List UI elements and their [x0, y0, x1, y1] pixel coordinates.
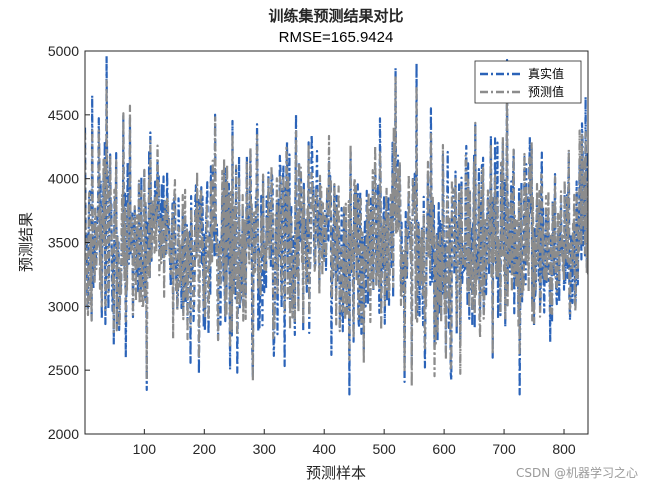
y-tick-label: 5000 [48, 43, 79, 59]
chart-subtitle: RMSE=165.9424 [279, 29, 394, 46]
x-tick-label: 800 [552, 441, 576, 457]
plot-area: 100 200 300 400 500 600 700 800 2000 2500 3000 350… [48, 43, 589, 457]
y-tick-label: 3500 [48, 235, 79, 251]
chart-title: 训练集预测结果对比 [268, 7, 403, 25]
series-layer [85, 55, 588, 396]
x-tick-label: 700 [492, 441, 516, 457]
x-tick-label: 500 [372, 441, 396, 457]
plot-frame-border [84, 50, 589, 435]
legend: 真实值 预测值 [474, 60, 582, 104]
y-tick-label: 4000 [48, 171, 79, 187]
y-tick-label: 4500 [48, 107, 79, 123]
x-tick-label: 100 [133, 441, 157, 457]
x-tick-label: 200 [193, 441, 217, 457]
legend-label-true: 真实值 [528, 66, 564, 81]
x-axis-ticks: 100 200 300 400 500 600 700 800 [133, 429, 576, 457]
series-line-predicted-values [85, 70, 588, 388]
x-tick-label: 300 [253, 441, 277, 457]
x-axis-label: 预测样本 [306, 464, 366, 482]
legend-label-pred: 预测值 [528, 84, 564, 99]
x-tick-label: 600 [432, 441, 456, 457]
x-tick-label: 400 [313, 441, 337, 457]
legend-box [474, 60, 582, 104]
y-tick-label: 2000 [48, 426, 79, 442]
y-tick-label: 2500 [48, 362, 79, 378]
y-tick-label: 3000 [48, 298, 79, 314]
y-axis-label: 预测结果 [17, 212, 35, 272]
y-axis-ticks: 2000 2500 3000 3500 4000 4500 5000 [48, 43, 90, 442]
watermark: CSDN @机器学习之心 [516, 465, 638, 480]
